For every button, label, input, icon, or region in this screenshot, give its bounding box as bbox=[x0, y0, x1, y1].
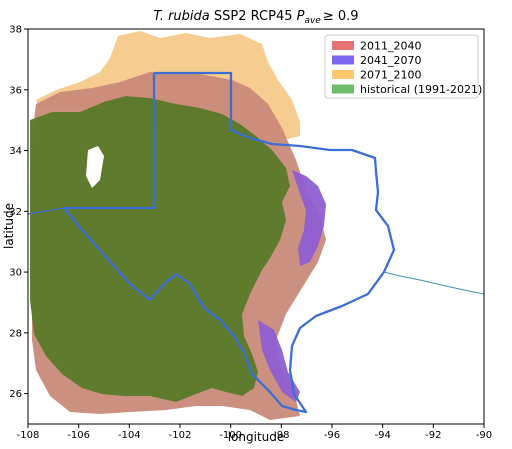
legend-swatch bbox=[332, 84, 354, 94]
y-tick-label: 32 bbox=[9, 207, 22, 218]
neighbor-state-line bbox=[28, 207, 83, 231]
x-tick-label: -106 bbox=[67, 430, 90, 441]
x-tick-label: -90 bbox=[476, 430, 492, 441]
title-stat: P bbox=[297, 9, 305, 24]
title-scenario: SSP2 RCP45 bbox=[210, 9, 297, 24]
title-species: T. rubida bbox=[153, 9, 209, 24]
map-layer-2041-2070 bbox=[258, 170, 326, 402]
y-axis-ticks: 26 28 30 32 34 36 38 bbox=[9, 25, 28, 400]
legend-swatch bbox=[332, 41, 354, 50]
y-tick-label: 30 bbox=[9, 268, 22, 279]
y-tick-label: 36 bbox=[9, 85, 22, 96]
x-tick-label: -92 bbox=[425, 430, 441, 441]
legend-label: 2041_2070 bbox=[360, 54, 422, 67]
chart-title: T. rubida SSP2 RCP45 Pave ≥ 0.9 bbox=[153, 9, 358, 26]
y-tick-label: 26 bbox=[9, 389, 22, 400]
plot-frame bbox=[27, 28, 485, 425]
y-tick-label: 34 bbox=[9, 146, 22, 157]
map-layer-historical bbox=[30, 96, 290, 402]
x-tick-label: -94 bbox=[374, 430, 390, 441]
legend-swatch bbox=[332, 70, 354, 79]
river-line bbox=[383, 271, 484, 295]
legend-swatch bbox=[332, 55, 354, 65]
x-tick-label: -96 bbox=[324, 430, 340, 441]
x-tick-label: -104 bbox=[118, 430, 141, 441]
x-tick-label: -102 bbox=[169, 430, 192, 441]
x-tick-label: -98 bbox=[273, 430, 289, 441]
map-gap-panhandle bbox=[86, 146, 104, 188]
x-tick-label: -100 bbox=[219, 430, 242, 441]
y-tick-label: 28 bbox=[9, 328, 22, 339]
legend-label: 2071_2100 bbox=[360, 69, 422, 82]
x-axis-ticks: -108 -106 -104 -102 -100 -98 -96 -94 -92 -90 bbox=[17, 424, 492, 441]
x-axis-label: longitude bbox=[228, 430, 285, 444]
y-tick-label: 38 bbox=[9, 25, 22, 36]
title-threshold: ≥ 0.9 bbox=[323, 9, 359, 24]
legend-label: 2011_2040 bbox=[360, 40, 422, 53]
y-axis-label: latitude bbox=[2, 203, 16, 249]
texas-state-border bbox=[62, 71, 396, 414]
legend-box bbox=[324, 34, 479, 99]
x-tick-label: -108 bbox=[17, 430, 40, 441]
legend-label: historical (1991-2021) bbox=[360, 83, 482, 96]
title-stat-subscript: ave bbox=[304, 16, 321, 26]
